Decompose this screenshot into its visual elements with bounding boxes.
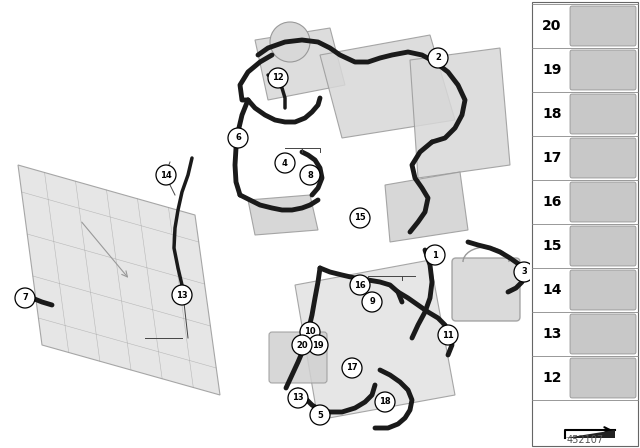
Text: 13: 13: [542, 327, 562, 341]
Polygon shape: [565, 430, 615, 438]
FancyBboxPatch shape: [452, 258, 520, 321]
Text: 18: 18: [542, 107, 562, 121]
Circle shape: [270, 22, 310, 62]
Text: 16: 16: [354, 280, 366, 289]
Circle shape: [514, 262, 534, 282]
Polygon shape: [410, 48, 510, 178]
Text: 6: 6: [235, 134, 241, 142]
Text: 5: 5: [317, 410, 323, 419]
Text: 20: 20: [542, 19, 562, 33]
Text: 12: 12: [542, 371, 562, 385]
Text: 17: 17: [346, 363, 358, 372]
Text: 10: 10: [304, 327, 316, 336]
Text: 13: 13: [292, 393, 304, 402]
Circle shape: [342, 358, 362, 378]
Text: 13: 13: [176, 290, 188, 300]
Circle shape: [310, 405, 330, 425]
Circle shape: [375, 392, 395, 412]
Circle shape: [300, 165, 320, 185]
Text: 3: 3: [521, 267, 527, 276]
Circle shape: [275, 153, 295, 173]
Polygon shape: [385, 172, 468, 242]
Polygon shape: [255, 28, 345, 100]
Text: 2: 2: [435, 53, 441, 63]
FancyBboxPatch shape: [269, 332, 327, 383]
Polygon shape: [295, 260, 455, 420]
Text: 1: 1: [432, 250, 438, 259]
FancyBboxPatch shape: [570, 50, 636, 90]
FancyBboxPatch shape: [570, 94, 636, 134]
Circle shape: [350, 208, 370, 228]
Text: 19: 19: [312, 340, 324, 349]
FancyBboxPatch shape: [570, 314, 636, 354]
FancyBboxPatch shape: [570, 138, 636, 178]
Text: 17: 17: [542, 151, 562, 165]
Text: 20: 20: [296, 340, 308, 349]
Circle shape: [425, 245, 445, 265]
Circle shape: [288, 388, 308, 408]
Circle shape: [350, 275, 370, 295]
FancyBboxPatch shape: [570, 358, 636, 398]
Text: 15: 15: [542, 239, 562, 253]
Circle shape: [362, 292, 382, 312]
Polygon shape: [320, 35, 455, 138]
Polygon shape: [248, 195, 318, 235]
Text: 12: 12: [272, 73, 284, 82]
FancyBboxPatch shape: [570, 6, 636, 46]
Text: 452107: 452107: [566, 435, 604, 445]
Circle shape: [438, 325, 458, 345]
Text: 19: 19: [542, 63, 562, 77]
FancyBboxPatch shape: [570, 270, 636, 310]
Polygon shape: [18, 165, 220, 395]
Circle shape: [308, 335, 328, 355]
Circle shape: [268, 68, 288, 88]
FancyBboxPatch shape: [570, 182, 636, 222]
Text: 11: 11: [442, 331, 454, 340]
Text: 14: 14: [542, 283, 562, 297]
Circle shape: [228, 128, 248, 148]
Text: 8: 8: [307, 171, 313, 180]
FancyBboxPatch shape: [532, 2, 638, 446]
Text: 14: 14: [160, 171, 172, 180]
Circle shape: [428, 48, 448, 68]
Circle shape: [15, 288, 35, 308]
Text: 15: 15: [354, 214, 366, 223]
Circle shape: [156, 165, 176, 185]
Circle shape: [172, 285, 192, 305]
FancyBboxPatch shape: [570, 226, 636, 266]
Text: 18: 18: [379, 397, 391, 406]
Text: 16: 16: [542, 195, 562, 209]
Circle shape: [292, 335, 312, 355]
Text: 7: 7: [22, 293, 28, 302]
Text: 9: 9: [369, 297, 375, 306]
Circle shape: [300, 322, 320, 342]
Text: 4: 4: [282, 159, 288, 168]
